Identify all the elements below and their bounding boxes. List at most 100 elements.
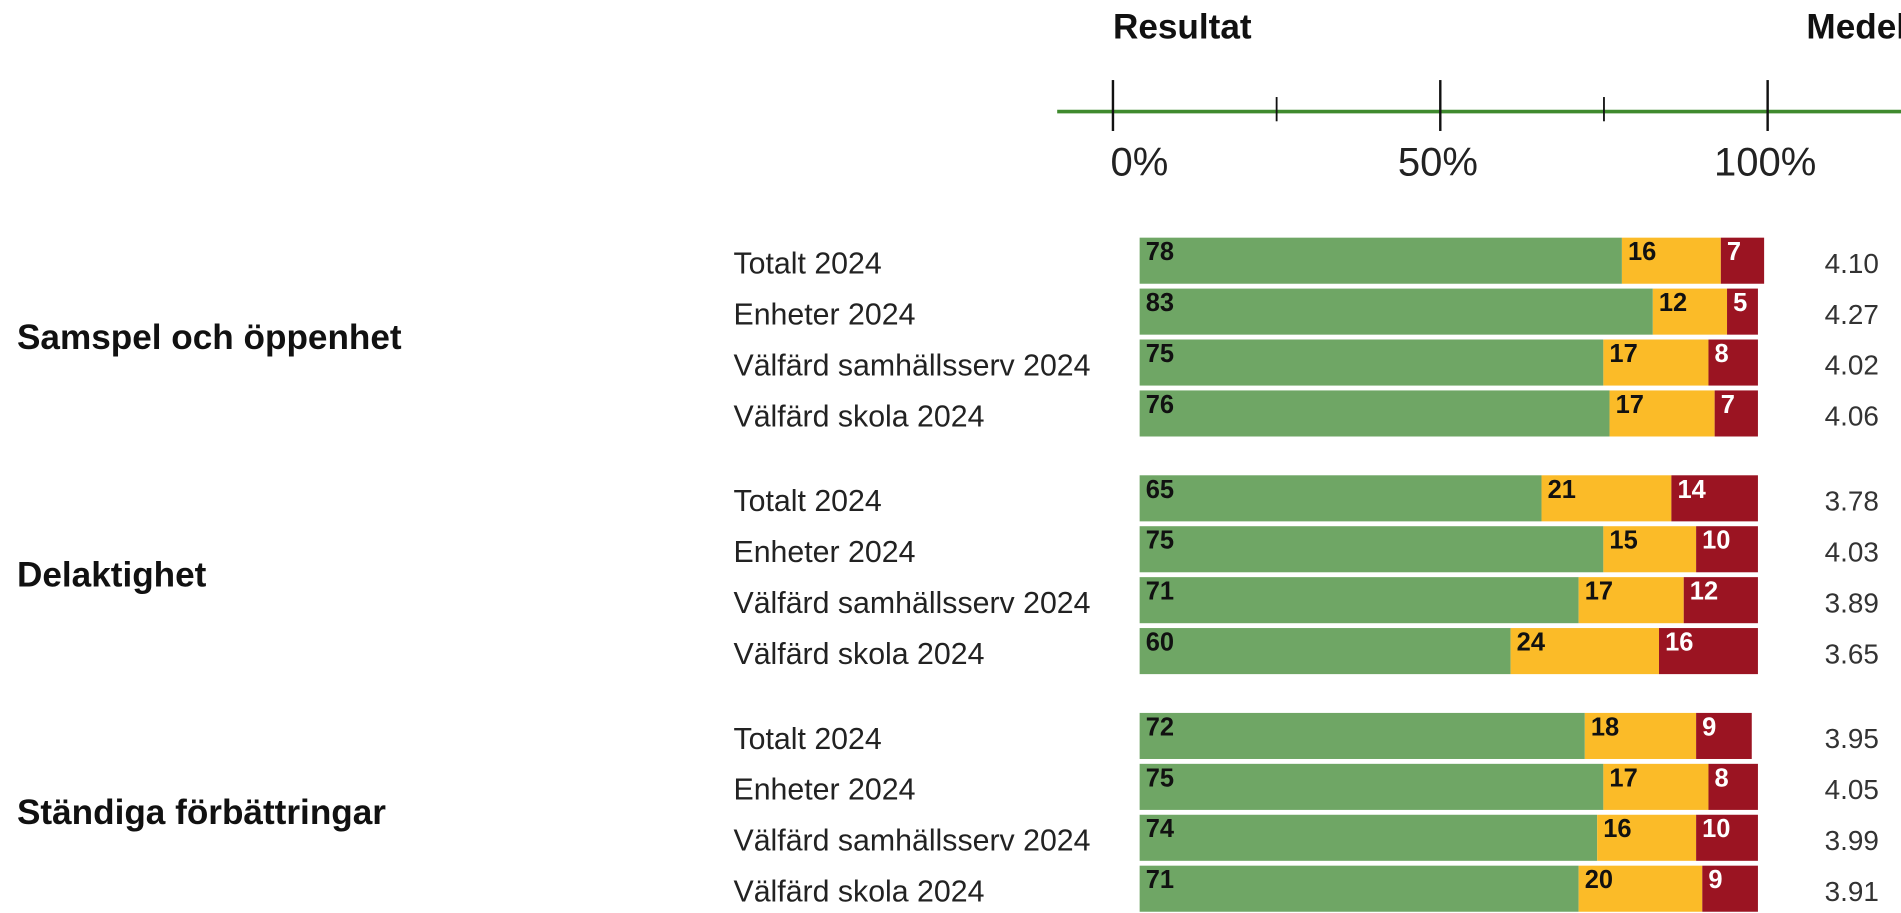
segment-label: 16	[1628, 238, 1656, 266]
bar-segment	[1578, 577, 1684, 624]
segment-label: 24	[1517, 629, 1546, 657]
segment-label: 75	[1146, 527, 1174, 555]
row-label: Välfärd skola 2024	[733, 876, 984, 909]
bar-segment	[1696, 526, 1758, 573]
bar-segment	[1139, 865, 1579, 912]
mean-value: 3.91	[1825, 876, 1879, 907]
mean-value: 3.95	[1825, 723, 1879, 754]
mean-value: 4.05	[1825, 774, 1879, 805]
mean-value: 3.78	[1825, 486, 1879, 517]
segment-label: 16	[1665, 629, 1693, 657]
bar-segment	[1708, 763, 1758, 810]
segment-label: 83	[1146, 289, 1174, 317]
axis-title: Resultat	[1113, 7, 1252, 46]
row-label: Välfärd samhällsserv 2024	[733, 587, 1090, 620]
segment-label: 15	[1609, 527, 1637, 555]
row-label: Totalt 2024	[733, 248, 881, 281]
segment-label: 71	[1146, 578, 1174, 606]
segment-label: 21	[1548, 476, 1576, 504]
mean-value: 4.10	[1825, 248, 1879, 279]
segment-label: 8	[1715, 764, 1729, 792]
segment-label: 17	[1609, 764, 1637, 792]
bar-segment	[1139, 712, 1585, 759]
mean-value: 4.02	[1825, 350, 1879, 381]
bar-segment	[1708, 339, 1758, 386]
segment-label: 78	[1146, 238, 1174, 266]
segment-label: 17	[1609, 340, 1637, 368]
segment-label: 12	[1659, 289, 1687, 317]
bar-segment	[1139, 814, 1598, 861]
mean-value: 3.99	[1825, 825, 1879, 856]
row-label: Välfärd samhällsserv 2024	[733, 825, 1090, 858]
segment-label: 5	[1733, 289, 1747, 317]
bar-segment	[1139, 390, 1610, 437]
bar-segment	[1603, 339, 1709, 386]
segment-label: 71	[1146, 866, 1174, 894]
segment-label: 9	[1708, 866, 1722, 894]
bar-segment	[1727, 288, 1758, 335]
bar-segment	[1541, 475, 1672, 522]
bar-segment	[1597, 814, 1697, 861]
bar-segment	[1671, 475, 1758, 522]
row-label: Totalt 2024	[733, 723, 881, 756]
bar-segment	[1714, 390, 1758, 437]
bar-segment	[1652, 288, 1728, 335]
segment-label: 12	[1690, 578, 1718, 606]
row-label: Totalt 2024	[733, 485, 881, 518]
bar-segment	[1603, 526, 1697, 573]
segment-label: 74	[1146, 815, 1175, 843]
group-label: Samspel och öppenhet	[17, 318, 402, 357]
bar-segment	[1139, 628, 1511, 675]
segment-label: 8	[1715, 340, 1729, 368]
row-label: Enheter 2024	[733, 774, 915, 807]
segment-label: 17	[1616, 391, 1644, 419]
bar-segment	[1696, 712, 1752, 759]
bar-segment	[1139, 339, 1604, 386]
mean-value: 4.03	[1825, 536, 1879, 567]
segment-label: 10	[1702, 815, 1730, 843]
mean-value: 4.27	[1825, 299, 1879, 330]
bar-segment	[1139, 526, 1604, 573]
bar-segment	[1609, 390, 1715, 437]
row-label: Enheter 2024	[733, 536, 915, 569]
row-label: Välfärd samhällsserv 2024	[733, 349, 1090, 382]
bar-segment	[1603, 763, 1709, 810]
mean-value: 4.06	[1825, 401, 1879, 432]
group-label: Delaktighet	[17, 555, 207, 594]
bar-segment	[1683, 577, 1758, 624]
mean-title: Medel	[1806, 7, 1901, 46]
segment-label: 20	[1585, 866, 1613, 894]
bar-segment	[1621, 237, 1721, 284]
segment-label: 7	[1727, 238, 1741, 266]
segment-label: 16	[1603, 815, 1631, 843]
row-label: Välfärd skola 2024	[733, 638, 984, 671]
mean-value: 3.89	[1825, 587, 1879, 618]
x-tick-label: 100%	[1714, 140, 1816, 184]
bar-segment	[1720, 237, 1765, 284]
mean-value: 3.65	[1825, 638, 1879, 669]
segment-label: 7	[1721, 391, 1735, 419]
segment-label: 14	[1677, 476, 1706, 504]
bar-segment	[1578, 865, 1703, 912]
segment-label: 18	[1591, 713, 1619, 741]
row-label: Välfärd skola 2024	[733, 400, 984, 433]
bar-segment	[1696, 814, 1758, 861]
group-label: Ständiga förbättringar	[17, 793, 386, 832]
segment-label: 65	[1146, 476, 1174, 504]
bar-segment	[1702, 865, 1758, 912]
bar-segment	[1139, 475, 1542, 522]
segment-label: 60	[1146, 629, 1174, 657]
segment-label: 75	[1146, 340, 1174, 368]
segment-label: 75	[1146, 764, 1174, 792]
x-tick-label: 0%	[1111, 140, 1169, 184]
bar-segment	[1139, 237, 1622, 284]
bar-segment	[1139, 763, 1604, 810]
segment-label: 72	[1146, 713, 1174, 741]
bar-segment	[1139, 288, 1653, 335]
segment-label: 17	[1585, 578, 1613, 606]
segment-label: 76	[1146, 391, 1174, 419]
row-label: Enheter 2024	[733, 298, 915, 331]
bar-segment	[1510, 628, 1660, 675]
bar-segment	[1139, 577, 1579, 624]
